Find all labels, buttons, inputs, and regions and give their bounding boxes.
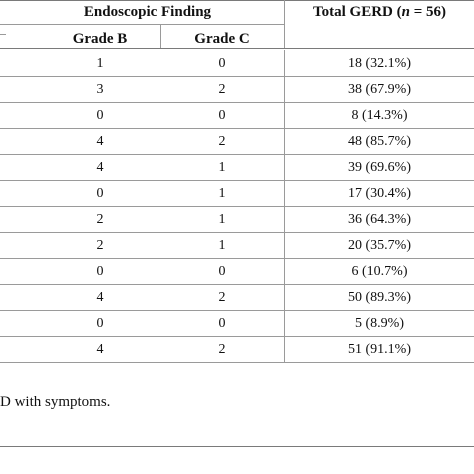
row-divider: [0, 310, 474, 311]
cell-total-gerd: 51 (91.1%): [348, 342, 411, 357]
cell-total-gerd: 48 (85.7%): [348, 134, 411, 149]
cell-grade-b: 4: [96, 160, 104, 175]
cell-grade-b: 3: [96, 82, 104, 97]
cell-grade-c: 1: [218, 238, 226, 253]
table-top-border: [0, 0, 474, 1]
column-divider: [284, 50, 285, 76]
header-endoscopic-finding: Endoscopic Finding: [83, 4, 212, 20]
cell-total-gerd: 5 (8.9%): [355, 316, 404, 331]
cell-grade-c: 0: [218, 108, 226, 123]
cell-grade-b: 4: [96, 290, 104, 305]
cell-total-gerd: 20 (35.7%): [348, 238, 411, 253]
row-divider: [0, 180, 474, 181]
cell-grade-c: 1: [218, 186, 226, 201]
cell-grade-b: 2: [96, 212, 104, 227]
header-total-prefix: Total GERD (: [312, 4, 402, 20]
column-divider: [284, 284, 285, 310]
cell-grade-b: 4: [96, 342, 104, 357]
cell-grade-c: 2: [218, 134, 226, 149]
column-divider: [284, 102, 285, 128]
header-total-n: n: [401, 4, 410, 20]
cell-grade-b: 0: [96, 186, 104, 201]
header-grade-c: Grade C: [194, 31, 250, 47]
cell-grade-c: 0: [218, 316, 226, 331]
cell-total-gerd: 36 (64.3%): [348, 212, 411, 227]
cell-total-gerd: 50 (89.3%): [348, 290, 411, 305]
header-group-underline: [0, 24, 284, 25]
column-divider: [284, 258, 285, 284]
footnote-bottom-border: [0, 446, 474, 447]
row-divider: [0, 336, 474, 337]
cell-grade-c: 0: [218, 264, 226, 279]
cell-total-gerd: 8 (14.3%): [351, 108, 408, 123]
row-divider: [0, 154, 474, 155]
cell-total-gerd: 39 (69.6%): [348, 160, 411, 175]
cell-grade-c: 2: [218, 82, 226, 97]
row-label-stub: [0, 34, 6, 35]
cell-grade-b: 1: [96, 56, 104, 71]
cell-grade-c: 1: [218, 212, 226, 227]
row-divider: [0, 206, 474, 207]
cell-grade-b: 4: [96, 134, 104, 149]
row-divider: [0, 102, 474, 103]
cell-grade-b: 2: [96, 238, 104, 253]
cell-grade-c: 2: [218, 290, 226, 305]
column-divider: [284, 232, 285, 258]
row-divider: [0, 284, 474, 285]
cell-grade-b: 0: [96, 108, 104, 123]
table-footnote: D with symptoms.: [0, 394, 111, 410]
header-bottom-border: [0, 48, 474, 49]
header-grade-b: Grade B: [72, 31, 128, 47]
column-divider: [284, 76, 285, 102]
column-divider: [284, 180, 285, 206]
cell-grade-c: 1: [218, 160, 226, 175]
row-divider: [0, 258, 474, 259]
cell-grade-c: 2: [218, 342, 226, 357]
header-total-suffix: = 56): [409, 4, 446, 20]
row-divider: [0, 128, 474, 129]
cell-grade-b: 0: [96, 264, 104, 279]
cell-total-gerd: 17 (30.4%): [348, 186, 411, 201]
column-divider: [284, 310, 285, 336]
row-divider: [0, 362, 474, 363]
column-divider: [284, 154, 285, 180]
row-divider: [0, 232, 474, 233]
cell-total-gerd: 38 (67.9%): [348, 82, 411, 97]
header-total-gerd: Total GERD (n = 56): [285, 4, 474, 20]
cell-total-gerd: 6 (10.7%): [351, 264, 408, 279]
column-divider: [284, 206, 285, 232]
cell-total-gerd: 18 (32.1%): [348, 56, 411, 71]
column-divider: [284, 128, 285, 154]
column-divider: [284, 336, 285, 362]
cell-grade-b: 0: [96, 316, 104, 331]
header-divider-total: [284, 0, 285, 48]
header-divider-grades: [160, 24, 161, 48]
cell-grade-c: 0: [218, 56, 226, 71]
row-divider: [0, 76, 474, 77]
